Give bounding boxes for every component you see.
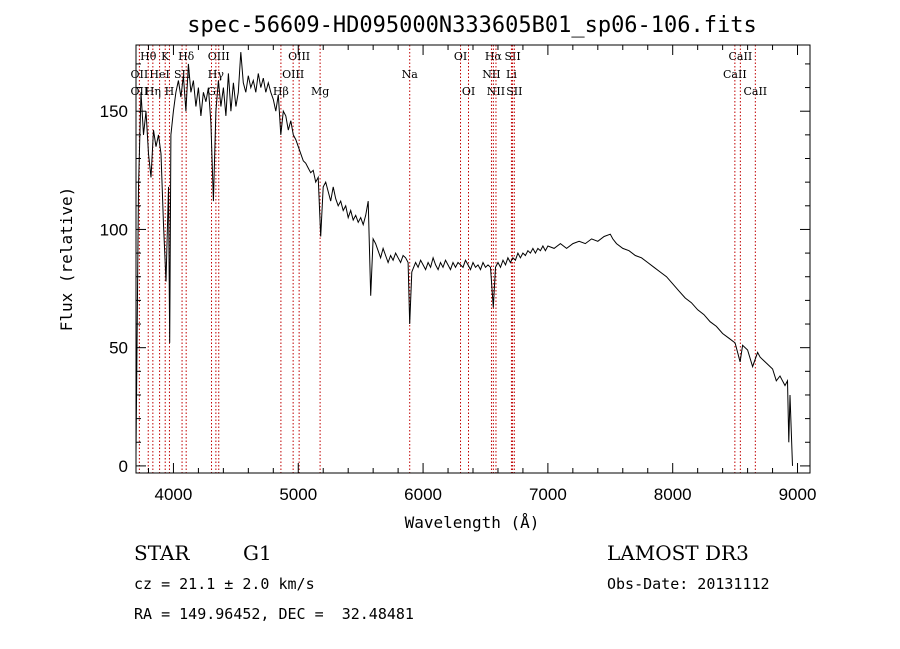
x-tick-label: 4000 (155, 485, 193, 504)
coordinates: RA = 149.96452, DEC = 32.48481 (134, 605, 414, 623)
line-label-9: OIII (208, 50, 230, 63)
y-tick-label: 0 (119, 457, 128, 476)
redshift-velocity: cz = 21.1 ± 2.0 km/s (134, 575, 315, 593)
survey-name: LAMOST DR3 (607, 541, 749, 565)
line-label-8: Hδ (178, 50, 195, 63)
x-tick-label: 7000 (529, 485, 567, 504)
y-axis-ticks: 0 50 100 150 (100, 63, 810, 476)
line-label-13: OIII (288, 50, 310, 63)
line-label-23: Li (506, 68, 517, 81)
line-label-20: NII (482, 68, 500, 81)
line-label-19: Hα (485, 50, 503, 63)
line-label-16: Na (402, 68, 419, 81)
y-axis-label: Flux (relative) (57, 187, 76, 332)
y-tick-label: 150 (100, 102, 128, 121)
line-label-4: Hη (145, 85, 161, 98)
x-tick-label: 8000 (654, 485, 692, 504)
line-label-22: SII (504, 50, 520, 63)
line-label-17: OI (454, 50, 467, 63)
line-label-0: Hθ (140, 50, 157, 63)
line-label-6: H (165, 85, 175, 98)
line-label-26: CaII (723, 68, 747, 81)
x-axis-ticks: 4000 5000 6000 7000 8000 9000 (147, 45, 817, 504)
line-label-10: Hγ (208, 68, 225, 81)
plot-frame (135, 44, 811, 474)
object-subclass: G1 (243, 541, 272, 565)
x-tick-label: 9000 (779, 485, 817, 504)
line-label-1: OII (131, 68, 149, 81)
line-label-14: OIII (282, 68, 304, 81)
line-label-21: NII (487, 85, 505, 98)
line-label-2: OII (131, 85, 149, 98)
line-label-15: Mg (311, 85, 329, 98)
line-label-27: CaII (743, 85, 767, 98)
y-tick-label: 50 (109, 339, 128, 358)
line-label-3: HeI (149, 68, 169, 81)
line-label-24: SII (506, 85, 522, 98)
chart-title: spec-56609-HD095000N333605B01_sp06-106.f… (187, 13, 757, 38)
x-tick-label: 6000 (404, 485, 442, 504)
line-label-5: K (161, 50, 170, 63)
line-label-12: Hβ (273, 85, 289, 98)
x-tick-label: 5000 (279, 485, 317, 504)
line-label-25: CaII (729, 50, 753, 63)
x-axis-label: Wavelength (Å) (405, 513, 540, 532)
spectrum-series-line (135, 52, 793, 466)
y-tick-label: 100 (100, 220, 128, 239)
line-label-18: OI (462, 85, 475, 98)
observation-date: Obs-Date: 20131112 (607, 575, 770, 593)
object-class: STAR (134, 541, 190, 565)
line-label-11: G (207, 85, 216, 98)
